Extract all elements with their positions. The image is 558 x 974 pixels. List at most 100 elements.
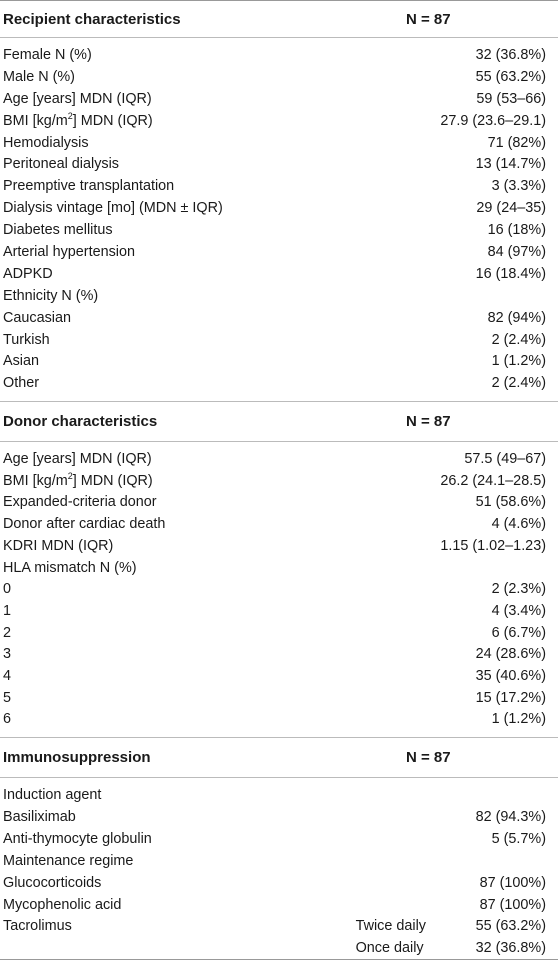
immuno-section-header: Immunosuppression N = 87 — [0, 737, 558, 779]
row-label: Ethnicity N (%) — [3, 287, 99, 304]
row-value: 29 (24–35) — [476, 200, 546, 217]
row-value: 4 (4.6%) — [491, 516, 546, 533]
row-sublabel: Twice daily — [355, 918, 426, 935]
table-row: Mycophenolic acid 87 (100%) — [0, 894, 558, 916]
row-value: 32 (36.8%) — [475, 940, 546, 957]
row-label: Donor after cardiac death — [3, 516, 166, 533]
row-label: Caucasian — [3, 309, 71, 326]
row-label: 2 — [3, 624, 12, 641]
label-text: BMI [kg/m — [3, 472, 68, 489]
donor-n: N = 87 — [406, 413, 451, 431]
label-superscript: 2 — [67, 470, 73, 481]
row-label: Turkish — [3, 331, 50, 348]
row-value: 15 (17.2%) — [475, 689, 546, 706]
immuno-n: N = 87 — [406, 749, 451, 767]
table-row: 2 6 (6.7%) — [0, 622, 558, 644]
row-value: 57.5 (49–67) — [464, 451, 546, 468]
row-value: 84 (97%) — [487, 243, 546, 260]
recipient-heading: Recipient characteristics — [3, 10, 181, 28]
row-value: 2 (2.4%) — [491, 375, 546, 392]
donor-heading: Donor characteristics — [3, 413, 158, 431]
table-bottom-rule — [0, 959, 558, 961]
table-row: Female N (%) 32 (36.8%) — [0, 44, 558, 66]
row-label: Mycophenolic acid — [3, 896, 122, 913]
row-label: BMI [kg/m2] MDN (IQR) — [0, 470, 440, 489]
table-row: Preemptive transplantation 3 (3.3%) — [0, 175, 558, 197]
row-value: 59 (53–66) — [476, 90, 546, 107]
row-sublabel: Once daily — [355, 940, 424, 957]
row-value: 16 (18.4%) — [475, 265, 546, 282]
row-label: Hemodialysis — [3, 134, 89, 151]
table-row: 0 2 (2.3%) — [0, 578, 558, 600]
label-text: ] MDN (IQR) — [72, 472, 153, 489]
row-label: 3 — [3, 646, 12, 663]
row-label: Female N (%) — [3, 46, 92, 63]
table-row: Male N (%) 55 (63.2%) — [0, 66, 558, 88]
row-label: Tacrolimus — [3, 918, 72, 935]
donor-rows: Age [years] MDN (IQR) 57.5 (49–67) BMI [kg… — [0, 442, 558, 730]
row-label: 0 — [3, 581, 12, 598]
row-label: Induction agent — [3, 787, 102, 804]
row-value: 55 (63.2%) — [475, 68, 546, 85]
row-value: 51 (58.6%) — [475, 494, 546, 511]
table-row: Tacrolimus Twice daily 55 (63.2%) — [0, 916, 558, 938]
row-label: Male N (%) — [3, 68, 75, 85]
table-row: Arterial hypertension 84 (97%) — [0, 241, 558, 263]
row-value: 1.15 (1.02–1.23) — [440, 537, 546, 554]
table-row: Induction agent — [0, 784, 558, 806]
table-row: Age [years] MDN (IQR) 59 (53–66) — [0, 88, 558, 110]
table-row: Asian 1 (1.2%) — [0, 350, 558, 372]
label-text: BMI [kg/m — [3, 112, 68, 129]
row-label: Arterial hypertension — [3, 243, 135, 260]
table-row: BMI [kg/m2] MDN (IQR) 27.9 (23.6–29.1) — [0, 110, 558, 132]
row-label: 4 — [3, 667, 12, 684]
row-value: 82 (94.3%) — [475, 809, 546, 826]
row-label: Basiliximab — [3, 809, 76, 826]
row-value: 1 (1.2%) — [491, 711, 546, 728]
row-value: 35 (40.6%) — [475, 667, 546, 684]
table-row: Age [years] MDN (IQR) 57.5 (49–67) — [0, 448, 558, 470]
table-row: BMI [kg/m2] MDN (IQR) 26.2 (24.1–28.5) — [0, 470, 558, 492]
row-value: 55 (63.2%) — [475, 918, 546, 935]
table-row: Diabetes mellitus 16 (18%) — [0, 219, 558, 241]
table-row: Expanded-criteria donor 51 (58.6%) — [0, 492, 558, 514]
row-label: 1 — [3, 602, 12, 619]
table-row: Once daily 32 (36.8%) — [0, 937, 558, 959]
immuno-rows: Induction agent Basiliximab 82 (94.3%) Anti… — [0, 778, 558, 959]
donor-section-header: Donor characteristics N = 87 — [0, 401, 558, 443]
row-label: Age [years] MDN (IQR) — [3, 451, 152, 468]
row-label: Age [years] MDN (IQR) — [3, 90, 152, 107]
row-label: Dialysis vintage [mo] (MDN ± IQR) — [3, 200, 223, 217]
label-text: ] MDN (IQR) — [72, 112, 153, 129]
table-row: Glucocorticoids 87 (100%) — [0, 872, 558, 894]
row-label: Other — [3, 375, 39, 392]
table-row: Anti-thymocyte globulin 5 (5.7%) — [0, 828, 558, 850]
table-row: 5 15 (17.2%) — [0, 687, 558, 709]
table-row: Ethnicity N (%) — [0, 285, 558, 307]
table-row: KDRI MDN (IQR) 1.15 (1.02–1.23) — [0, 535, 558, 557]
table-row: 3 24 (28.6%) — [0, 643, 558, 665]
row-value: 26.2 (24.1–28.5) — [440, 472, 546, 489]
row-value: 1 (1.2%) — [491, 353, 546, 370]
row-label: Maintenance regime — [3, 852, 134, 869]
row-value: 2 (2.3%) — [491, 581, 546, 598]
row-label: 5 — [3, 689, 12, 706]
row-value: 82 (94%) — [487, 309, 546, 326]
row-value: 13 (14.7%) — [475, 156, 546, 173]
row-value: 87 (100%) — [479, 896, 546, 913]
row-label: Diabetes mellitus — [3, 222, 113, 239]
row-label: Expanded-criteria donor — [3, 494, 157, 511]
table-row: 6 1 (1.2%) — [0, 709, 558, 731]
row-value: 6 (6.7%) — [491, 624, 546, 641]
row-label: Glucocorticoids — [3, 874, 102, 891]
row-value: 32 (36.8%) — [475, 46, 546, 63]
row-label: HLA mismatch N (%) — [3, 559, 137, 576]
row-value: 4 (3.4%) — [491, 602, 546, 619]
row-label: ADPKD — [3, 265, 53, 282]
table-row: Maintenance regime — [0, 850, 558, 872]
row-value: 3 (3.3%) — [491, 178, 546, 195]
row-label: Preemptive transplantation — [3, 178, 175, 195]
table-row: Dialysis vintage [mo] (MDN ± IQR) 29 (24–… — [0, 197, 558, 219]
row-value: 16 (18%) — [487, 222, 546, 239]
